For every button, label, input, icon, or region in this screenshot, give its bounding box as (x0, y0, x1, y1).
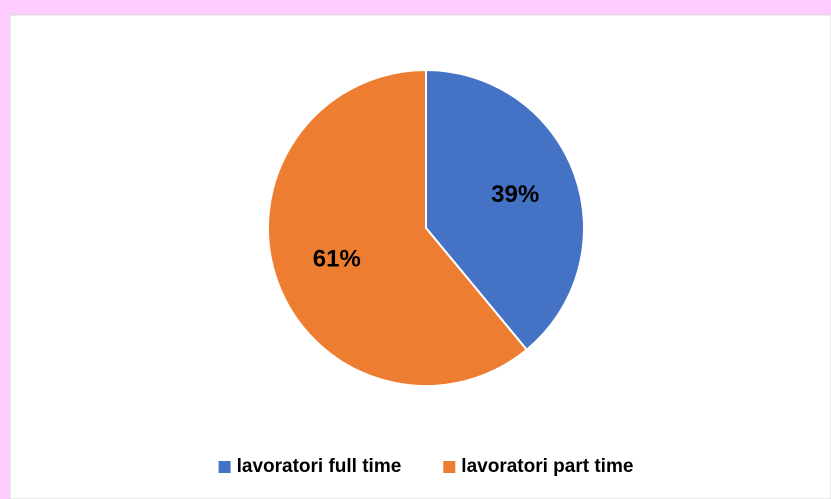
pie-slice (267, 68, 529, 387)
pie-slice (425, 68, 585, 352)
legend-swatch (218, 461, 231, 473)
legend-swatch (443, 461, 456, 473)
legend-label: lavoratori part time (461, 456, 633, 477)
data-label: 61% (313, 245, 361, 272)
data-label: 39% (491, 181, 539, 208)
legend-label: lavoratori full time (237, 456, 402, 477)
